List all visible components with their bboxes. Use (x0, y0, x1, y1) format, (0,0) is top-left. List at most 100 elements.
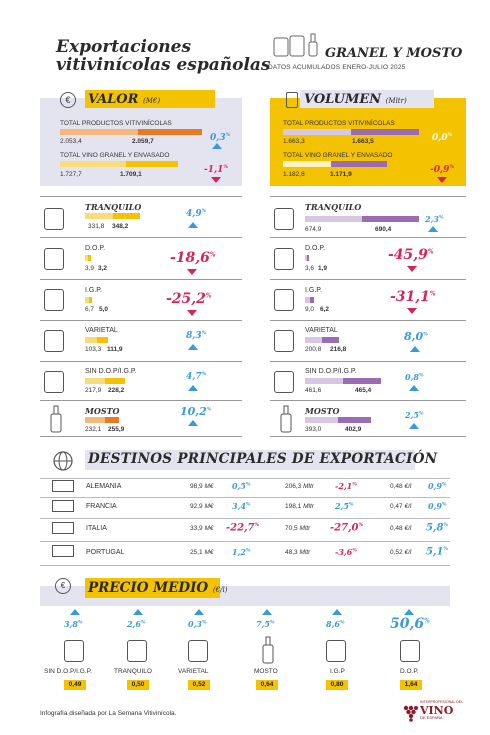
destino-vol-pct: -2,1% (335, 481, 358, 491)
destino-val-number: 92,9 (190, 503, 203, 510)
valor-sin-bar-prev (85, 378, 105, 384)
precio-up-arrow (404, 609, 414, 615)
volumen-mosto-prev: 393,0 (305, 426, 322, 433)
period-label: DATOS ACUMULADOS ENERO-JULIO 2025 (268, 64, 406, 71)
precio-value-box: 0,49 (64, 680, 86, 690)
destino-price-pct-value: 0,9 (428, 501, 442, 511)
destino-val-number: 25,1 (190, 549, 203, 556)
precio-pct-value: 2,6 (127, 619, 141, 629)
volumen-mosto-bar-prev (305, 417, 338, 423)
precio-title-text: PRECIO MEDIO (88, 580, 209, 596)
barrel-icon (274, 248, 294, 270)
precio-pct-value: 50,6 (390, 616, 425, 632)
barrel-icon (274, 330, 294, 352)
precio-label: TRANQUILO (114, 668, 152, 675)
valor-mosto-cur: 255,9 (108, 426, 125, 433)
valor-varietal-pct: 8,3% (186, 330, 207, 341)
precio-label: MOSTO (254, 668, 278, 675)
precio-pct: 2,6% (127, 619, 146, 629)
valor-granel-pct-value: -1,1 (204, 165, 224, 175)
destino-val-number: 98,9 (190, 483, 203, 490)
valor-tranquilo-pct-value: 4,9 (186, 209, 202, 219)
valor-tranquilo-bar-prev (85, 213, 113, 219)
destino-vol-pct-value: -3,6 (335, 547, 353, 557)
volumen-total-bar-cur (351, 129, 419, 135)
flag-france-icon (52, 500, 74, 512)
volumen-sin-pct-value: 0,8 (405, 372, 419, 382)
volumen-row-divider (270, 320, 466, 321)
volumen-granel-bar-cur (331, 161, 387, 167)
valor-dop-cur: 3,2 (98, 265, 108, 272)
volumen-mosto-pct-value: 2,5 (405, 410, 419, 420)
precio-pct: 8,6% (326, 619, 345, 629)
valor-varietal-up-arrow (188, 344, 198, 350)
destino-country: PORTUGAL (86, 549, 125, 556)
volumen-dop-cur: 1,9 (318, 265, 328, 272)
volumen-row-varietal-label: VARIETAL (305, 327, 338, 334)
volumen-row-divider (270, 196, 466, 197)
valor-dop-pct: -18,6% (170, 250, 216, 266)
valor-sin-pct: 4,7% (186, 371, 207, 382)
barrel-icon (64, 640, 84, 662)
volumen-dop-bar-prev (305, 255, 307, 261)
valor-mosto-up-arrow (188, 420, 198, 426)
volumen-tranquilo-prev: 674,9 (305, 226, 322, 233)
volumen-igp-pct: -31,1% (390, 289, 436, 305)
volumen-varietal-pct-value: 8,0 (404, 330, 424, 343)
precio-value-box: 0,50 (127, 680, 149, 690)
valor-varietal-bar-prev (85, 337, 97, 343)
flag-italy-icon (52, 522, 74, 534)
barrel-icon (400, 640, 420, 662)
destino-price-pct: 0,9% (428, 481, 447, 491)
precio-title: PRECIO MEDIO (€/l) (88, 580, 227, 596)
volumen-row-igp-label: I.G.P. (305, 287, 322, 294)
destino-price-pct-value: 5,8 (426, 522, 444, 534)
precio-up-arrow (262, 609, 272, 615)
volumen-total-prev: 1.663,3 (283, 138, 305, 145)
valor-dop-bar-cur (88, 255, 91, 261)
valor-dop-pct-value: -18,6 (170, 250, 210, 266)
precio-pct: 7,5% (256, 619, 275, 629)
precio-title-strip (85, 578, 220, 598)
volumen-mosto-bar-cur (338, 417, 371, 423)
precio-value-box: 0,80 (326, 680, 348, 690)
volumen-sin-cur: 465,4 (355, 387, 372, 394)
precio-pct-value: 0,3 (188, 619, 202, 629)
valor-mosto-pct-value: 10,2 (180, 405, 207, 418)
logo-sub-text: DE ESPAÑA (420, 714, 443, 720)
volumen-sin-pct: 0,8% (405, 372, 424, 382)
volumen-title: VOLUMEN (Mltr) (304, 92, 407, 107)
volumen-tranquilo-bar-cur (362, 216, 419, 222)
volumen-mosto-pct: 2,5% (405, 410, 424, 420)
volumen-igp-pct-value: -31,1 (390, 289, 430, 305)
destinos-header-strip (85, 450, 415, 470)
volumen-tranquilo-up-arrow (428, 226, 438, 232)
destino-row-divider (40, 497, 450, 498)
barrel-volume-icon (286, 92, 298, 108)
destino-price: 0,47 €/l (390, 503, 411, 510)
destino-volume: 70,5 Mltr (285, 525, 310, 532)
destino-volume: 206,3 Mltr (285, 483, 314, 490)
destino-price-number: 0,48 (390, 525, 403, 532)
valor-sin-cur: 228,2 (108, 387, 125, 394)
volumen-row-sin-label: SIN D.O.P/I.G.P. (305, 368, 357, 375)
valor-mosto-bar-cur (105, 417, 119, 423)
destino-value: 92,9 M€ (190, 503, 214, 510)
valor-row-dop-label: D.O.P. (85, 245, 106, 252)
bottle-icon (262, 636, 274, 664)
valor-row-igp-label: I.G.P. (85, 287, 102, 294)
volumen-tranquilo-pct-value: 2,3 (425, 214, 439, 224)
destino-val-pct-value: 0,5 (232, 481, 246, 491)
destino-val-pct: 0,5% (232, 481, 251, 491)
precio-up-arrow (133, 609, 143, 615)
volumen-varietal-prev: 200,8 (305, 346, 322, 353)
volumen-dop-pct-value: -45,9 (388, 247, 428, 263)
destino-volume: 48,3 Mltr (285, 549, 310, 556)
volumen-unit: (Mltr) (385, 97, 407, 105)
valor-tranquilo-up-arrow (188, 222, 198, 228)
valor-sin-prev: 217,9 (85, 387, 102, 394)
globe-icon (52, 450, 74, 472)
precio-pct-large: 50,6% (390, 616, 430, 632)
valor-dop-bar-prev (85, 255, 88, 261)
volumen-igp-bar-prev (305, 297, 310, 303)
